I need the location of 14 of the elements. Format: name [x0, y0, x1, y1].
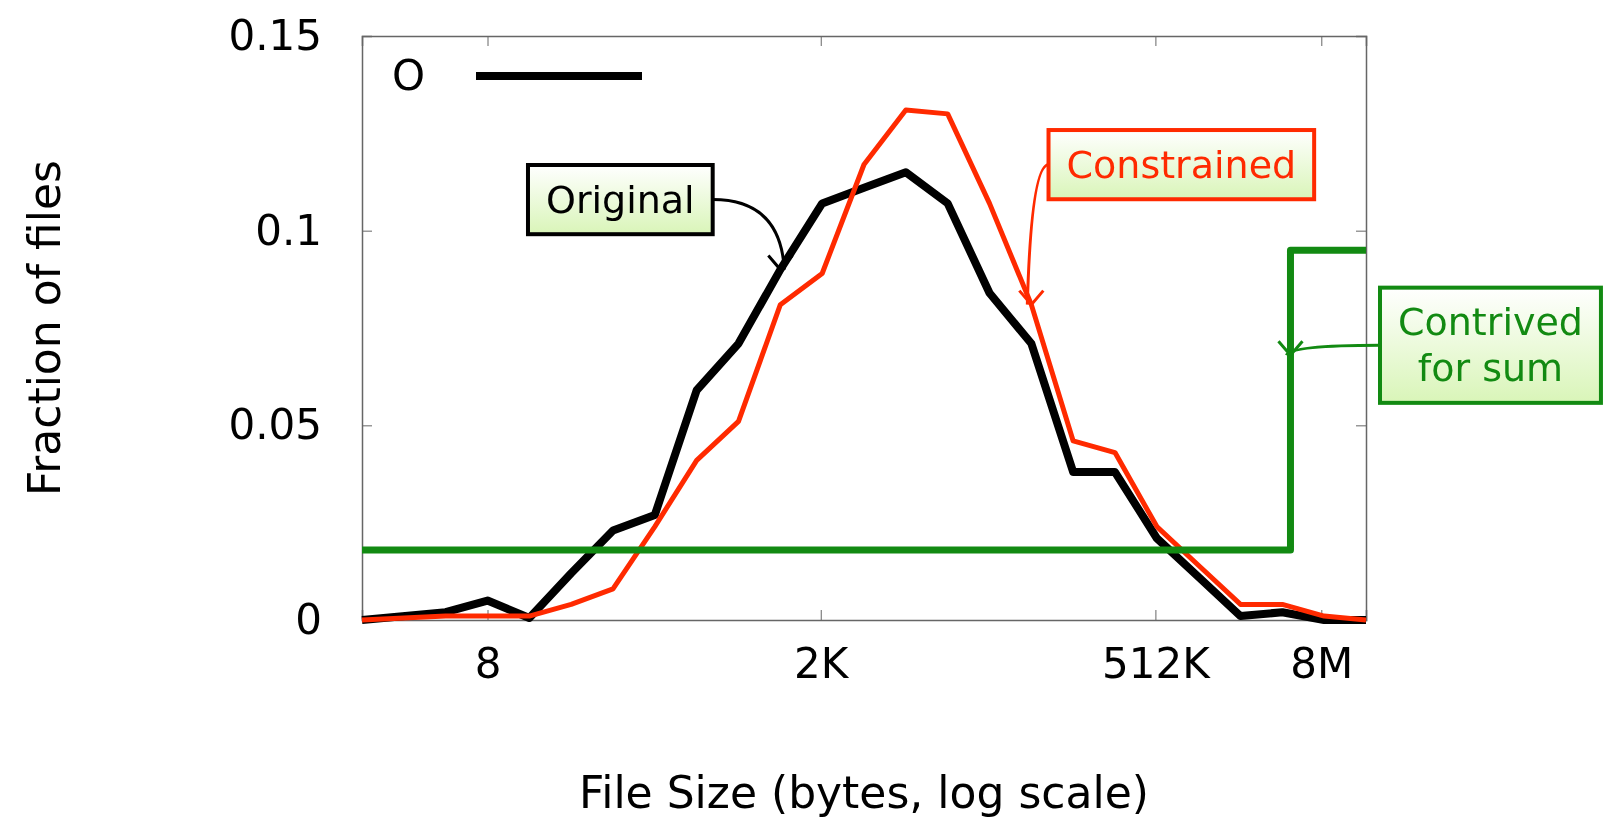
legend-label: O: [392, 51, 426, 100]
annotation: Contrived for sum: [1398, 300, 1583, 391]
y-axis-title: Fraction of files: [19, 160, 70, 496]
x-tick-label: 512K: [1102, 638, 1212, 688]
annotation: Original: [545, 177, 695, 222]
annotation: Constrained: [1066, 142, 1297, 187]
y-tick-label: 0.15: [228, 10, 322, 60]
x-tick-label: 8M: [1290, 638, 1354, 688]
y-tick-label: 0.1: [255, 205, 322, 255]
x-axis-title: File Size (bytes, log scale): [579, 767, 1149, 818]
y-tick-label: 0: [295, 594, 322, 644]
y-tick-label: 0.05: [228, 400, 322, 450]
x-tick-label: 2K: [794, 638, 850, 688]
x-tick-label: 8: [474, 638, 502, 688]
